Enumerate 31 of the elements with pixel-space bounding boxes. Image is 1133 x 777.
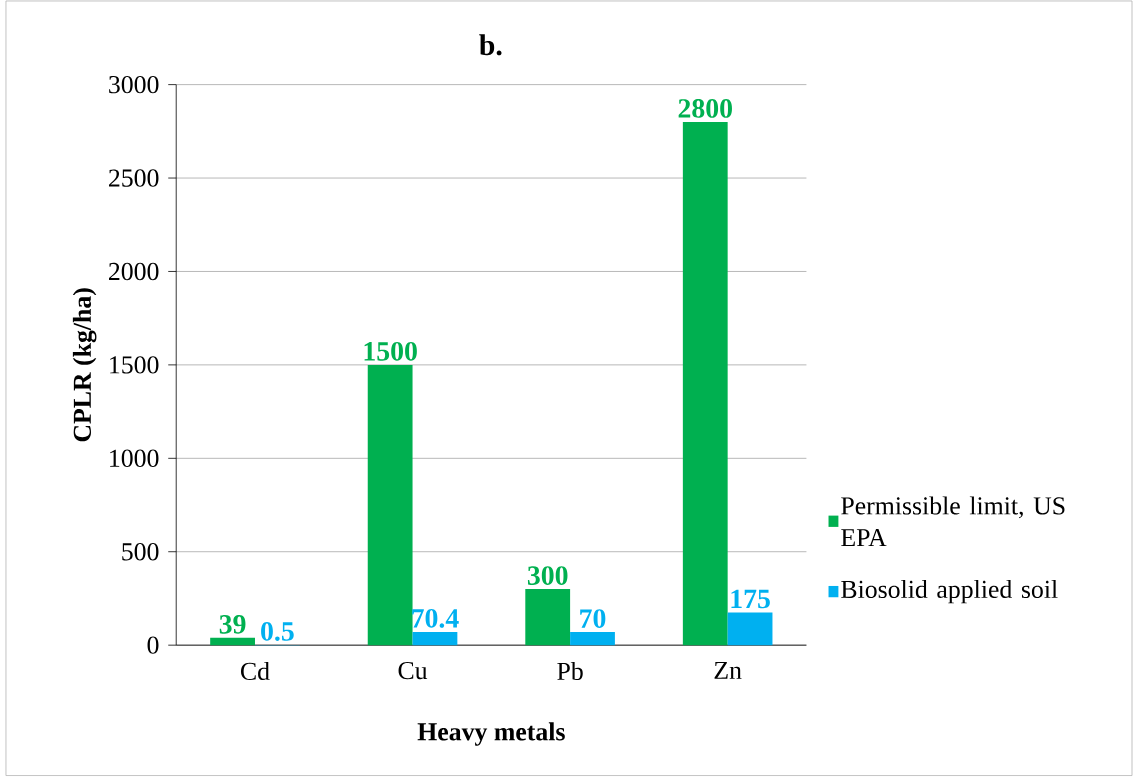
bar <box>412 632 458 646</box>
bar <box>682 122 728 646</box>
data-label: 70.4 <box>412 609 459 629</box>
data-label: 70 <box>580 609 606 629</box>
y-tick-label: 1500 <box>110 356 159 374</box>
bar <box>727 612 773 646</box>
x-tick-label: Zn <box>714 662 742 680</box>
y-tick-label: 500 <box>122 543 159 561</box>
bar <box>367 365 413 646</box>
y-tick-label: 2000 <box>109 262 159 281</box>
x-tick-label: Cu <box>398 662 428 680</box>
y-tick-label: 3000 <box>109 76 159 94</box>
x-axis-title: Heavy metals <box>417 722 565 747</box>
bar <box>210 638 255 646</box>
chart-title: b. <box>479 34 502 56</box>
y-tick-label: 1000 <box>110 449 159 468</box>
y-tick-label: 2500 <box>109 169 159 187</box>
data-label: 39 <box>219 615 246 634</box>
legend-label: Permissible limit, US EPA <box>841 496 1065 547</box>
y-tick-label: 0 <box>147 636 159 655</box>
x-tick-label: Pb <box>557 662 583 681</box>
bar <box>570 632 615 646</box>
bar <box>525 589 571 646</box>
legend-label: Biosolid applied soil <box>841 580 1058 604</box>
y-axis-title: CPLR (kg/ha) <box>72 288 97 442</box>
data-label: 300 <box>527 566 568 586</box>
data-label: 1500 <box>364 342 417 361</box>
data-label: 175 <box>731 589 770 609</box>
data-label: 2800 <box>678 99 732 119</box>
data-label: 0.5 <box>261 622 294 642</box>
x-tick-label: Cd <box>241 662 270 681</box>
